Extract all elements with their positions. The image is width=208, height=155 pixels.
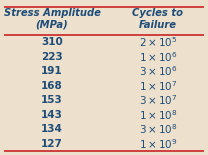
Text: Cycles to
Failure: Cycles to Failure (132, 8, 183, 30)
Text: 191: 191 (41, 66, 63, 76)
Text: $1 \times 10^{7}$: $1 \times 10^{7}$ (139, 79, 177, 93)
Text: $1 \times 10^{8}$: $1 \times 10^{8}$ (139, 108, 177, 122)
Text: Stress Amplitude
(MPa): Stress Amplitude (MPa) (4, 8, 100, 30)
Text: $1 \times 10^{9}$: $1 \times 10^{9}$ (139, 137, 177, 151)
Text: $1 \times 10^{6}$: $1 \times 10^{6}$ (139, 50, 177, 64)
Text: 127: 127 (41, 139, 63, 149)
Text: 223: 223 (41, 52, 63, 62)
Text: $3 \times 10^{8}$: $3 \times 10^{8}$ (139, 122, 177, 136)
Text: 134: 134 (41, 124, 63, 134)
Text: $3 \times 10^{6}$: $3 \times 10^{6}$ (139, 64, 177, 78)
Text: $2 \times 10^{5}$: $2 \times 10^{5}$ (139, 35, 177, 49)
Text: 310: 310 (41, 37, 63, 47)
Text: 168: 168 (41, 81, 63, 91)
Text: $3 \times 10^{7}$: $3 \times 10^{7}$ (139, 93, 177, 107)
Text: 153: 153 (41, 95, 63, 105)
Text: 143: 143 (41, 110, 63, 120)
